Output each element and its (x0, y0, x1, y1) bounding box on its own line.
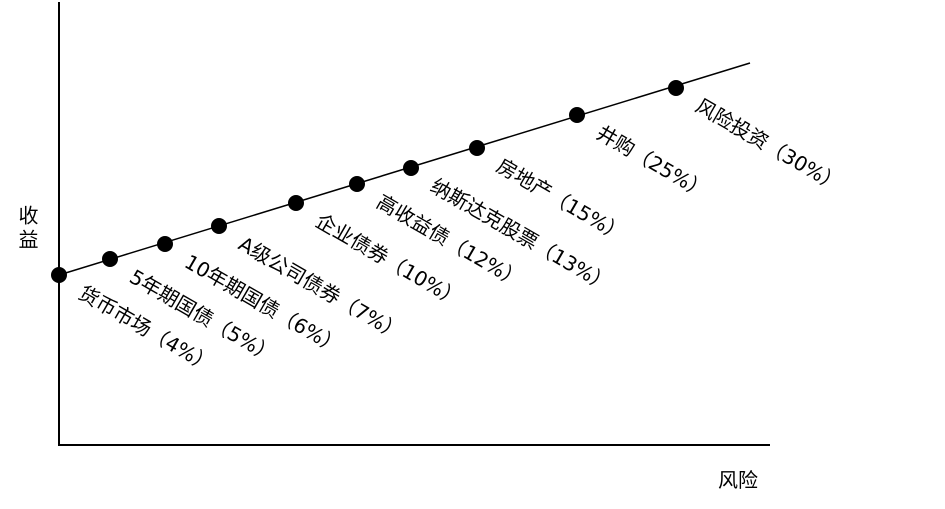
node-dot (157, 236, 173, 252)
node-dot (211, 218, 227, 234)
node-label: 风险投资（30%） (692, 94, 846, 197)
node-dot (102, 251, 118, 267)
node-dot (569, 107, 585, 123)
node-dot (349, 176, 365, 192)
node-dot (288, 195, 304, 211)
node-dot (403, 160, 419, 176)
x-axis-label: 风险 (718, 468, 758, 492)
y-axis-label: 收益 (15, 205, 39, 253)
node-dot (469, 140, 485, 156)
node-label: 井购（25%） (593, 121, 713, 204)
node-dot (51, 267, 67, 283)
node-dot (668, 80, 684, 96)
